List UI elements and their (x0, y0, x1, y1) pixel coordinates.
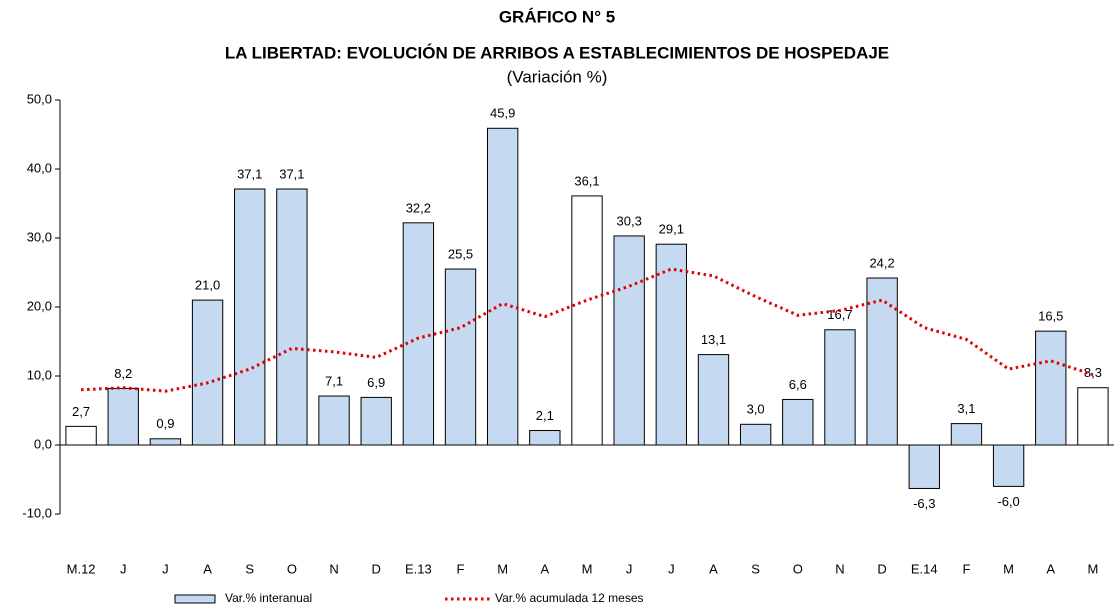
x-tick-label: J (120, 561, 127, 576)
y-tick-label: -10,0 (22, 505, 52, 520)
bar (529, 430, 561, 446)
value-label: 6,6 (789, 377, 807, 392)
x-tick-label: J (162, 561, 169, 576)
value-label: -6,3 (913, 496, 935, 511)
value-label: 7,1 (325, 373, 343, 388)
bar (191, 299, 224, 446)
y-tick-label: 40,0 (27, 160, 52, 175)
x-tick-label: E.14 (911, 561, 938, 576)
x-tick-label: E.13 (405, 561, 432, 576)
legend-swatch (174, 594, 216, 604)
chart-subtitle: LA LIBERTAD: EVOLUCIÓN DE ARRIBOS A ESTA… (225, 43, 889, 62)
x-tick-label: D (372, 561, 381, 576)
value-label: 3,1 (957, 401, 975, 416)
x-tick-label: O (287, 561, 297, 576)
x-tick-label: O (793, 561, 803, 576)
x-tick-label: F (962, 561, 970, 576)
x-tick-label: A (1046, 561, 1055, 576)
x-tick-label: D (877, 561, 886, 576)
x-tick-label: M (582, 561, 593, 576)
x-tick-label: A (541, 561, 550, 576)
bar (360, 396, 392, 446)
bar (276, 188, 308, 446)
bar (950, 423, 983, 446)
value-label: 2,1 (536, 408, 554, 423)
x-tick-label: F (457, 561, 465, 576)
value-label: 24,2 (869, 255, 894, 270)
value-label: 29,1 (659, 222, 684, 237)
y-tick-label: 50,0 (27, 91, 52, 106)
x-tick-label: A (709, 561, 718, 576)
bar (402, 222, 435, 446)
value-label: 32,2 (406, 200, 431, 215)
bar (739, 423, 772, 446)
bar (782, 398, 814, 446)
y-tick-label: 20,0 (27, 298, 52, 313)
bar (992, 444, 1025, 487)
bar (908, 444, 940, 489)
x-tick-label: N (329, 561, 338, 576)
bar (866, 277, 898, 446)
value-label: 13,1 (701, 332, 726, 347)
x-tick-label: A (203, 561, 212, 576)
bar (1035, 330, 1067, 446)
bar (697, 354, 730, 446)
value-label: 8,3 (1084, 365, 1102, 380)
x-tick-label: N (835, 561, 844, 576)
bar (571, 195, 603, 446)
bar (149, 438, 182, 446)
y-tick-label: 10,0 (27, 367, 52, 382)
x-tick-label: J (668, 561, 675, 576)
legend-label: Var.% interanual (225, 591, 312, 605)
x-tick-label: M (497, 561, 508, 576)
bar (655, 243, 687, 446)
bar (487, 127, 519, 446)
x-tick-label: S (245, 561, 254, 576)
bar (824, 329, 856, 446)
value-label: 8,2 (114, 366, 132, 381)
bar (613, 235, 645, 446)
y-tick-label: 0,0 (34, 436, 52, 451)
bar (65, 425, 97, 446)
bar (1077, 387, 1109, 446)
value-label: 37,1 (237, 166, 262, 181)
chart-title: GRÁFICO N° 5 (499, 7, 615, 26)
x-tick-label: J (626, 561, 633, 576)
x-tick-label: S (751, 561, 760, 576)
value-label: 2,7 (72, 404, 90, 419)
bar (318, 395, 350, 446)
value-label: -6,0 (997, 494, 1019, 509)
x-tick-label: M (1087, 561, 1098, 576)
bar (234, 188, 266, 446)
x-tick-label: M.12 (67, 561, 96, 576)
legend-label: Var.% acumulada 12 meses (495, 591, 644, 605)
value-label: 45,9 (490, 106, 515, 121)
x-tick-label: M (1003, 561, 1014, 576)
value-label: 36,1 (574, 173, 599, 188)
value-label: 3,0 (747, 402, 765, 417)
bar (444, 268, 477, 446)
value-label: 37,1 (279, 166, 304, 181)
value-label: 21,0 (195, 278, 220, 293)
bar (107, 387, 139, 446)
unit-note: (Variación %) (507, 67, 608, 86)
value-label: 16,5 (1038, 309, 1063, 324)
value-label: 25,5 (448, 246, 473, 261)
y-tick-label: 30,0 (27, 229, 52, 244)
value-label: 30,3 (617, 213, 642, 228)
value-label: 6,9 (367, 375, 385, 390)
value-label: 0,9 (156, 416, 174, 431)
